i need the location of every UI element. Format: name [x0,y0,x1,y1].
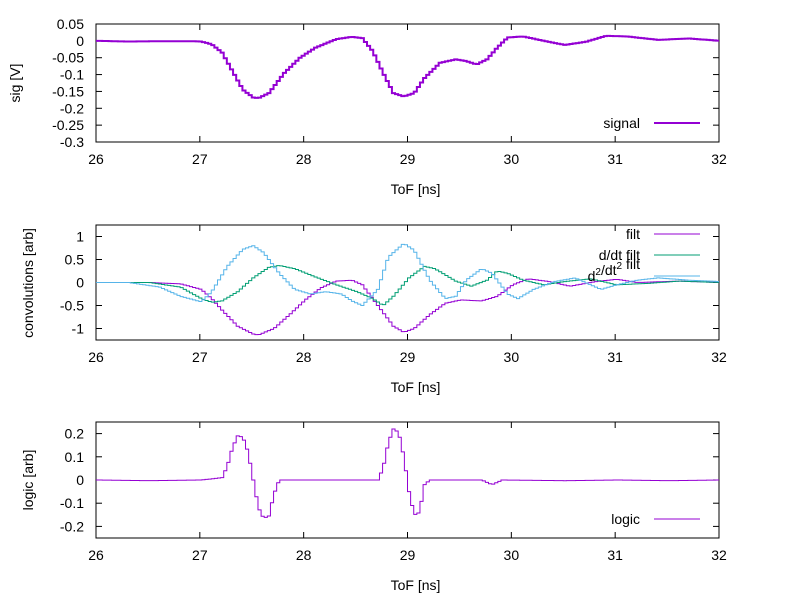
series-line-1 [96,428,719,518]
y-tick-label: -0.15 [52,83,84,99]
chart-panel-3: 26 27 28 29 30 31 32 0.2 0.1 0 -0.1 -0.2 ToF [ns] log… [20,421,727,593]
x-tick-label: 28 [296,151,312,167]
y-tick-label: 0.05 [57,16,84,32]
x-tick-label: 32 [711,547,727,563]
y-tick-label: -0.05 [52,50,84,66]
x-tick-label: 26 [88,151,104,167]
x-tick-label: 29 [400,547,416,563]
x-tick-label: 28 [296,547,312,563]
y-tick-label: 0 [76,33,84,49]
legend-entry: signal [603,115,640,131]
y-tick-label: 0.5 [65,252,85,268]
y-tick-label: 0.2 [65,426,85,442]
x-axis-label: ToF [ns] [391,181,441,197]
y-tick-label: 1 [76,229,84,245]
x-tick-label: 31 [607,349,623,365]
legend: signal [603,115,700,131]
y-tick-label: -1 [72,321,85,337]
x-tick-label: 27 [192,547,208,563]
y-tick-label: -0.25 [52,117,84,133]
y-tick-label: 0.1 [65,449,85,465]
legend-entry: d/dt filt [599,247,640,263]
x-tick-label: 26 [88,349,104,365]
y-tick-label: -0.2 [60,518,84,534]
x-tick-label: 30 [504,151,520,167]
y-axis-label: logic [arb] [20,450,36,511]
y-tick-label: -0.1 [60,67,84,83]
y-tick-label: -0.2 [60,100,84,116]
x-axis-label: ToF [ns] [391,379,441,395]
legend-entry: d2/dt2 filt [588,256,641,284]
series-line-3 [96,243,719,306]
x-tick-label: 30 [504,547,520,563]
series-line-1 [96,278,719,336]
y-tick-label: -0.1 [60,495,84,511]
y-tick-label: -0.3 [60,134,84,150]
legend-entry: logic [611,511,640,527]
x-axis-label: ToF [ns] [391,577,441,593]
series-line-1 [96,34,719,99]
x-tick-label: 31 [607,151,623,167]
x-tick-label: 31 [607,547,623,563]
x-tick-label: 27 [192,349,208,365]
x-tick-label: 29 [400,349,416,365]
chart-panel-1: 26 27 28 29 30 31 320.050-0.05-0.1-0.15-0.2-0.… [7,16,727,197]
y-axis-label: convolutions [arb] [20,228,36,338]
chart-panel-2: 26 27 28 29 30 31 32 1 0.5 0 -0.5 -1 ToF [ns] convolu… [20,224,727,395]
legend: logic [611,511,700,527]
legend-entry: filt [626,226,640,242]
y-tick-label: -0.5 [60,298,84,314]
x-tick-label: 29 [400,151,416,167]
y-tick-label: 0 [76,275,84,291]
x-tick-label: 27 [192,151,208,167]
y-axis-label: sig [V] [7,64,23,103]
x-tick-label: 30 [504,349,520,365]
x-tick-label: 32 [711,349,727,365]
y-tick-label: 0 [76,472,84,488]
x-tick-label: 28 [296,349,312,365]
x-tick-label: 26 [88,547,104,563]
x-tick-label: 32 [711,151,727,167]
